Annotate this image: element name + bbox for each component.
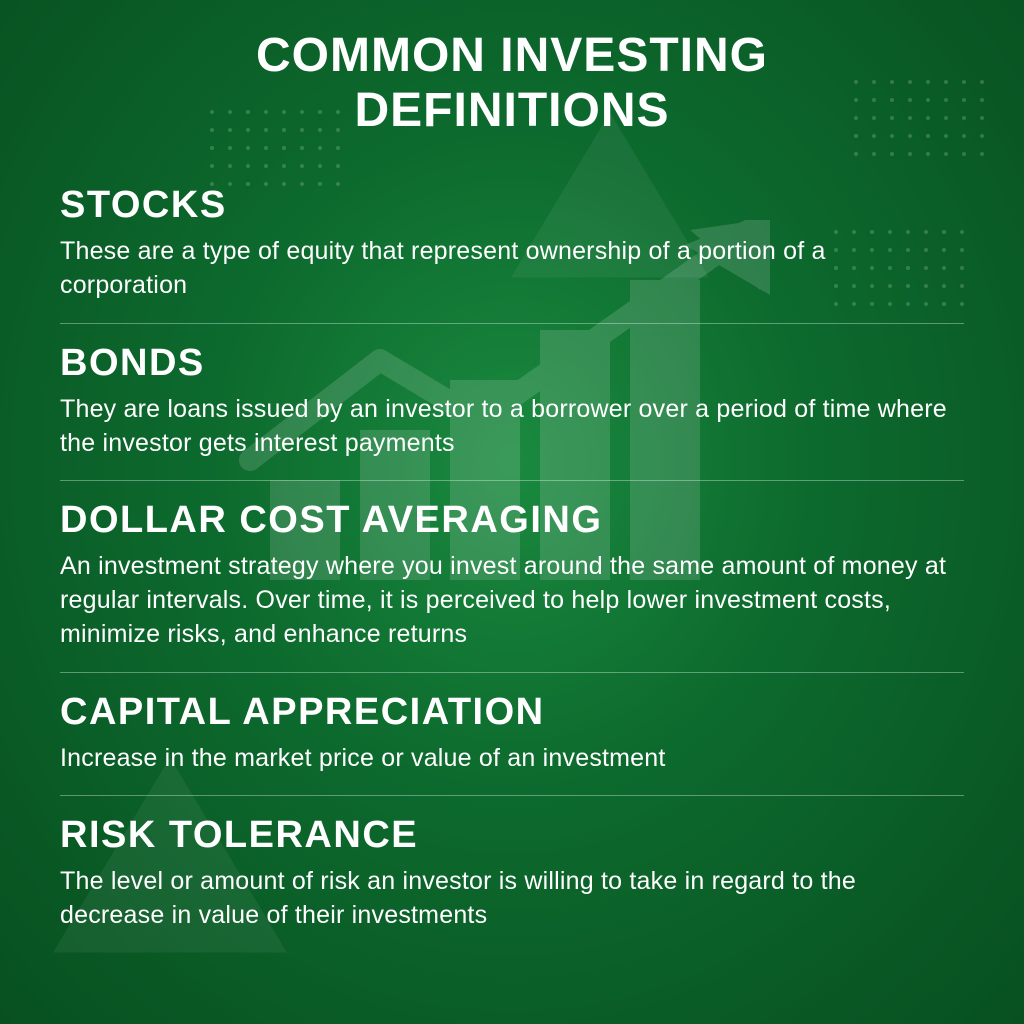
term-definition: These are a type of equity that represen… (60, 235, 960, 303)
content-container: COMMON INVESTING DEFINITIONS STOCKS Thes… (0, 0, 1024, 1024)
term-definition: They are loans issued by an investor to … (60, 393, 960, 461)
term-heading: STOCKS (60, 184, 964, 227)
page-title: COMMON INVESTING DEFINITIONS (60, 28, 964, 138)
definition-section: CAPITAL APPRECIATION Increase in the mar… (60, 673, 964, 797)
term-heading: BONDS (60, 342, 964, 385)
definition-section: DOLLAR COST AVERAGING An investment stra… (60, 481, 964, 672)
definition-section: BONDS They are loans issued by an invest… (60, 324, 964, 482)
definition-section: RISK TOLERANCE The level or amount of ri… (60, 796, 964, 953)
term-heading: RISK TOLERANCE (60, 814, 964, 857)
definition-section: STOCKS These are a type of equity that r… (60, 166, 964, 324)
term-definition: The level or amount of risk an investor … (60, 865, 960, 933)
term-heading: CAPITAL APPRECIATION (60, 691, 964, 734)
term-definition: An investment strategy where you invest … (60, 550, 960, 651)
term-heading: DOLLAR COST AVERAGING (60, 499, 964, 542)
term-definition: Increase in the market price or value of… (60, 742, 960, 776)
